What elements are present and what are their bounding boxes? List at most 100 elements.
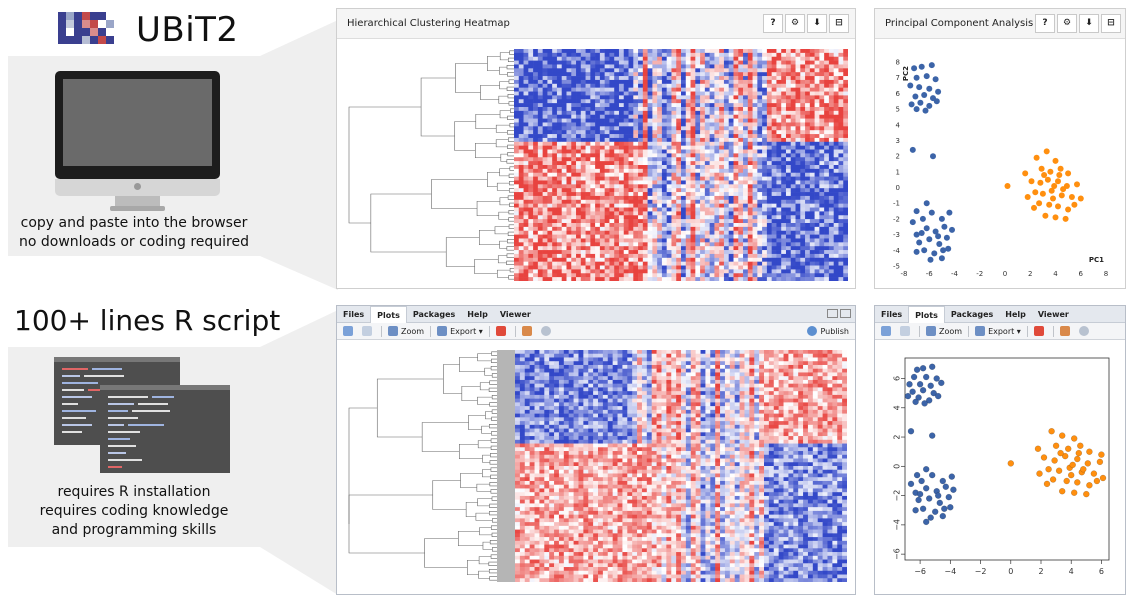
heatmap-cell xyxy=(590,199,596,204)
heatmap-cell xyxy=(771,56,777,61)
refresh-icon[interactable] xyxy=(540,326,554,336)
heatmap-cell xyxy=(729,368,735,373)
heatmap-cell xyxy=(781,219,787,224)
heatmap-cell xyxy=(728,195,734,201)
heatmap-cell xyxy=(647,110,653,116)
heatmap-cell xyxy=(695,364,701,370)
help-button[interactable]: ? xyxy=(1035,14,1055,33)
heatmap-cell xyxy=(700,246,706,251)
tab-packages[interactable]: Packages xyxy=(412,310,456,319)
heatmap-cell xyxy=(580,122,586,127)
heatmap-cell xyxy=(824,203,830,208)
heatmap-cell xyxy=(518,83,524,88)
heatmap-cell xyxy=(723,226,730,232)
heatmap-cell xyxy=(719,99,725,104)
tab-help[interactable]: Help xyxy=(467,310,488,319)
heatmap-cell xyxy=(566,215,572,220)
heatmap-cell xyxy=(533,118,539,123)
heatmap-cell xyxy=(547,149,553,154)
heatmap-cell xyxy=(632,368,638,373)
data-point xyxy=(923,73,930,80)
heatmap-cell xyxy=(547,161,553,166)
heatmap-cell xyxy=(647,203,653,208)
heatmap-cell xyxy=(533,250,539,255)
heatmap-cell xyxy=(628,261,634,266)
maximize-icon[interactable] xyxy=(840,309,851,318)
heatmap-cell xyxy=(843,180,848,185)
export-button[interactable]: Export ▾ xyxy=(437,326,483,336)
heatmap-cell xyxy=(690,161,696,166)
settings-button[interactable]: ⚙ xyxy=(785,14,805,33)
heatmap-cell xyxy=(754,350,760,355)
zoom-button[interactable]: Zoom xyxy=(388,326,424,336)
heatmap-cell xyxy=(685,168,691,174)
heatmap-cell xyxy=(595,176,601,181)
heatmap-cell xyxy=(523,161,529,166)
tab-plots[interactable]: Plots xyxy=(370,306,407,323)
heatmap-cell xyxy=(757,265,763,270)
forward-arrow-icon[interactable] xyxy=(362,326,375,336)
heatmap-cell xyxy=(571,87,577,92)
heatmap-cell xyxy=(618,219,625,224)
heatmap-cell xyxy=(657,64,663,69)
heatmap-cell xyxy=(614,207,620,212)
heatmap-cell xyxy=(618,269,625,274)
heatmap-cell xyxy=(833,49,839,54)
heatmap-cell xyxy=(666,68,672,73)
heatmap-cell xyxy=(762,261,768,266)
tab-files[interactable]: Files xyxy=(343,310,365,319)
tab-viewer[interactable]: Viewer xyxy=(499,310,531,319)
heatmap-cell xyxy=(809,161,815,166)
heatmap-cell xyxy=(518,176,524,181)
delete-plot-icon[interactable] xyxy=(495,326,509,336)
heatmap-cell xyxy=(833,149,839,154)
heatmap-cell xyxy=(800,114,806,119)
heatmap-cell xyxy=(622,350,628,355)
heatmap-cell xyxy=(695,250,701,255)
data-point xyxy=(1042,212,1049,219)
heatmap-cell xyxy=(571,277,577,281)
heatmap-cell xyxy=(719,118,725,123)
heatmap-cell xyxy=(576,269,582,274)
heatmap-cell xyxy=(528,188,534,193)
heatmap-cell xyxy=(618,103,625,108)
heatmap-cell xyxy=(762,234,768,239)
heatmap-cell xyxy=(595,122,601,127)
publish-button[interactable]: Publish xyxy=(807,326,849,336)
heatmap-cell xyxy=(623,126,629,131)
heatmap-cell xyxy=(800,269,806,274)
collapse-button[interactable]: ⊟ xyxy=(1101,14,1121,33)
settings-button[interactable]: ⚙ xyxy=(1057,14,1077,33)
heatmap-cell xyxy=(514,76,520,81)
heatmap-cell xyxy=(785,246,792,251)
heatmap-cell xyxy=(819,273,825,278)
clear-all-icon[interactable] xyxy=(521,326,535,336)
heatmap-cell xyxy=(638,137,644,143)
heatmap-cell xyxy=(790,137,796,143)
heatmap-cell xyxy=(734,368,740,373)
heatmap-cell xyxy=(628,223,634,228)
collapse-button[interactable]: ⊟ xyxy=(829,14,849,33)
heatmap-cell xyxy=(800,49,806,54)
heatmap-cell xyxy=(843,110,848,116)
heatmap-cell xyxy=(709,103,715,108)
heatmap-cell xyxy=(803,364,809,370)
dendrogram-branch xyxy=(477,440,492,449)
heatmap-cell xyxy=(738,122,744,127)
download-button[interactable]: ⬇ xyxy=(1079,14,1099,33)
heatmap-cell xyxy=(828,153,834,158)
heatmap-cell xyxy=(661,203,667,208)
help-button[interactable]: ? xyxy=(763,14,783,33)
heatmap-cell xyxy=(747,114,753,119)
heatmap-cell xyxy=(646,357,652,362)
heatmap-cell xyxy=(766,176,772,181)
heatmap-cell xyxy=(757,257,763,262)
download-button[interactable]: ⬇ xyxy=(807,14,827,33)
heatmap-cell xyxy=(614,95,620,100)
heatmap-cell xyxy=(766,103,772,108)
minimize-icon[interactable] xyxy=(827,309,838,318)
back-arrow-icon[interactable] xyxy=(343,326,356,336)
heatmap-cell xyxy=(561,68,567,73)
heatmap-cell xyxy=(762,242,768,247)
heatmap-cell xyxy=(576,172,582,177)
